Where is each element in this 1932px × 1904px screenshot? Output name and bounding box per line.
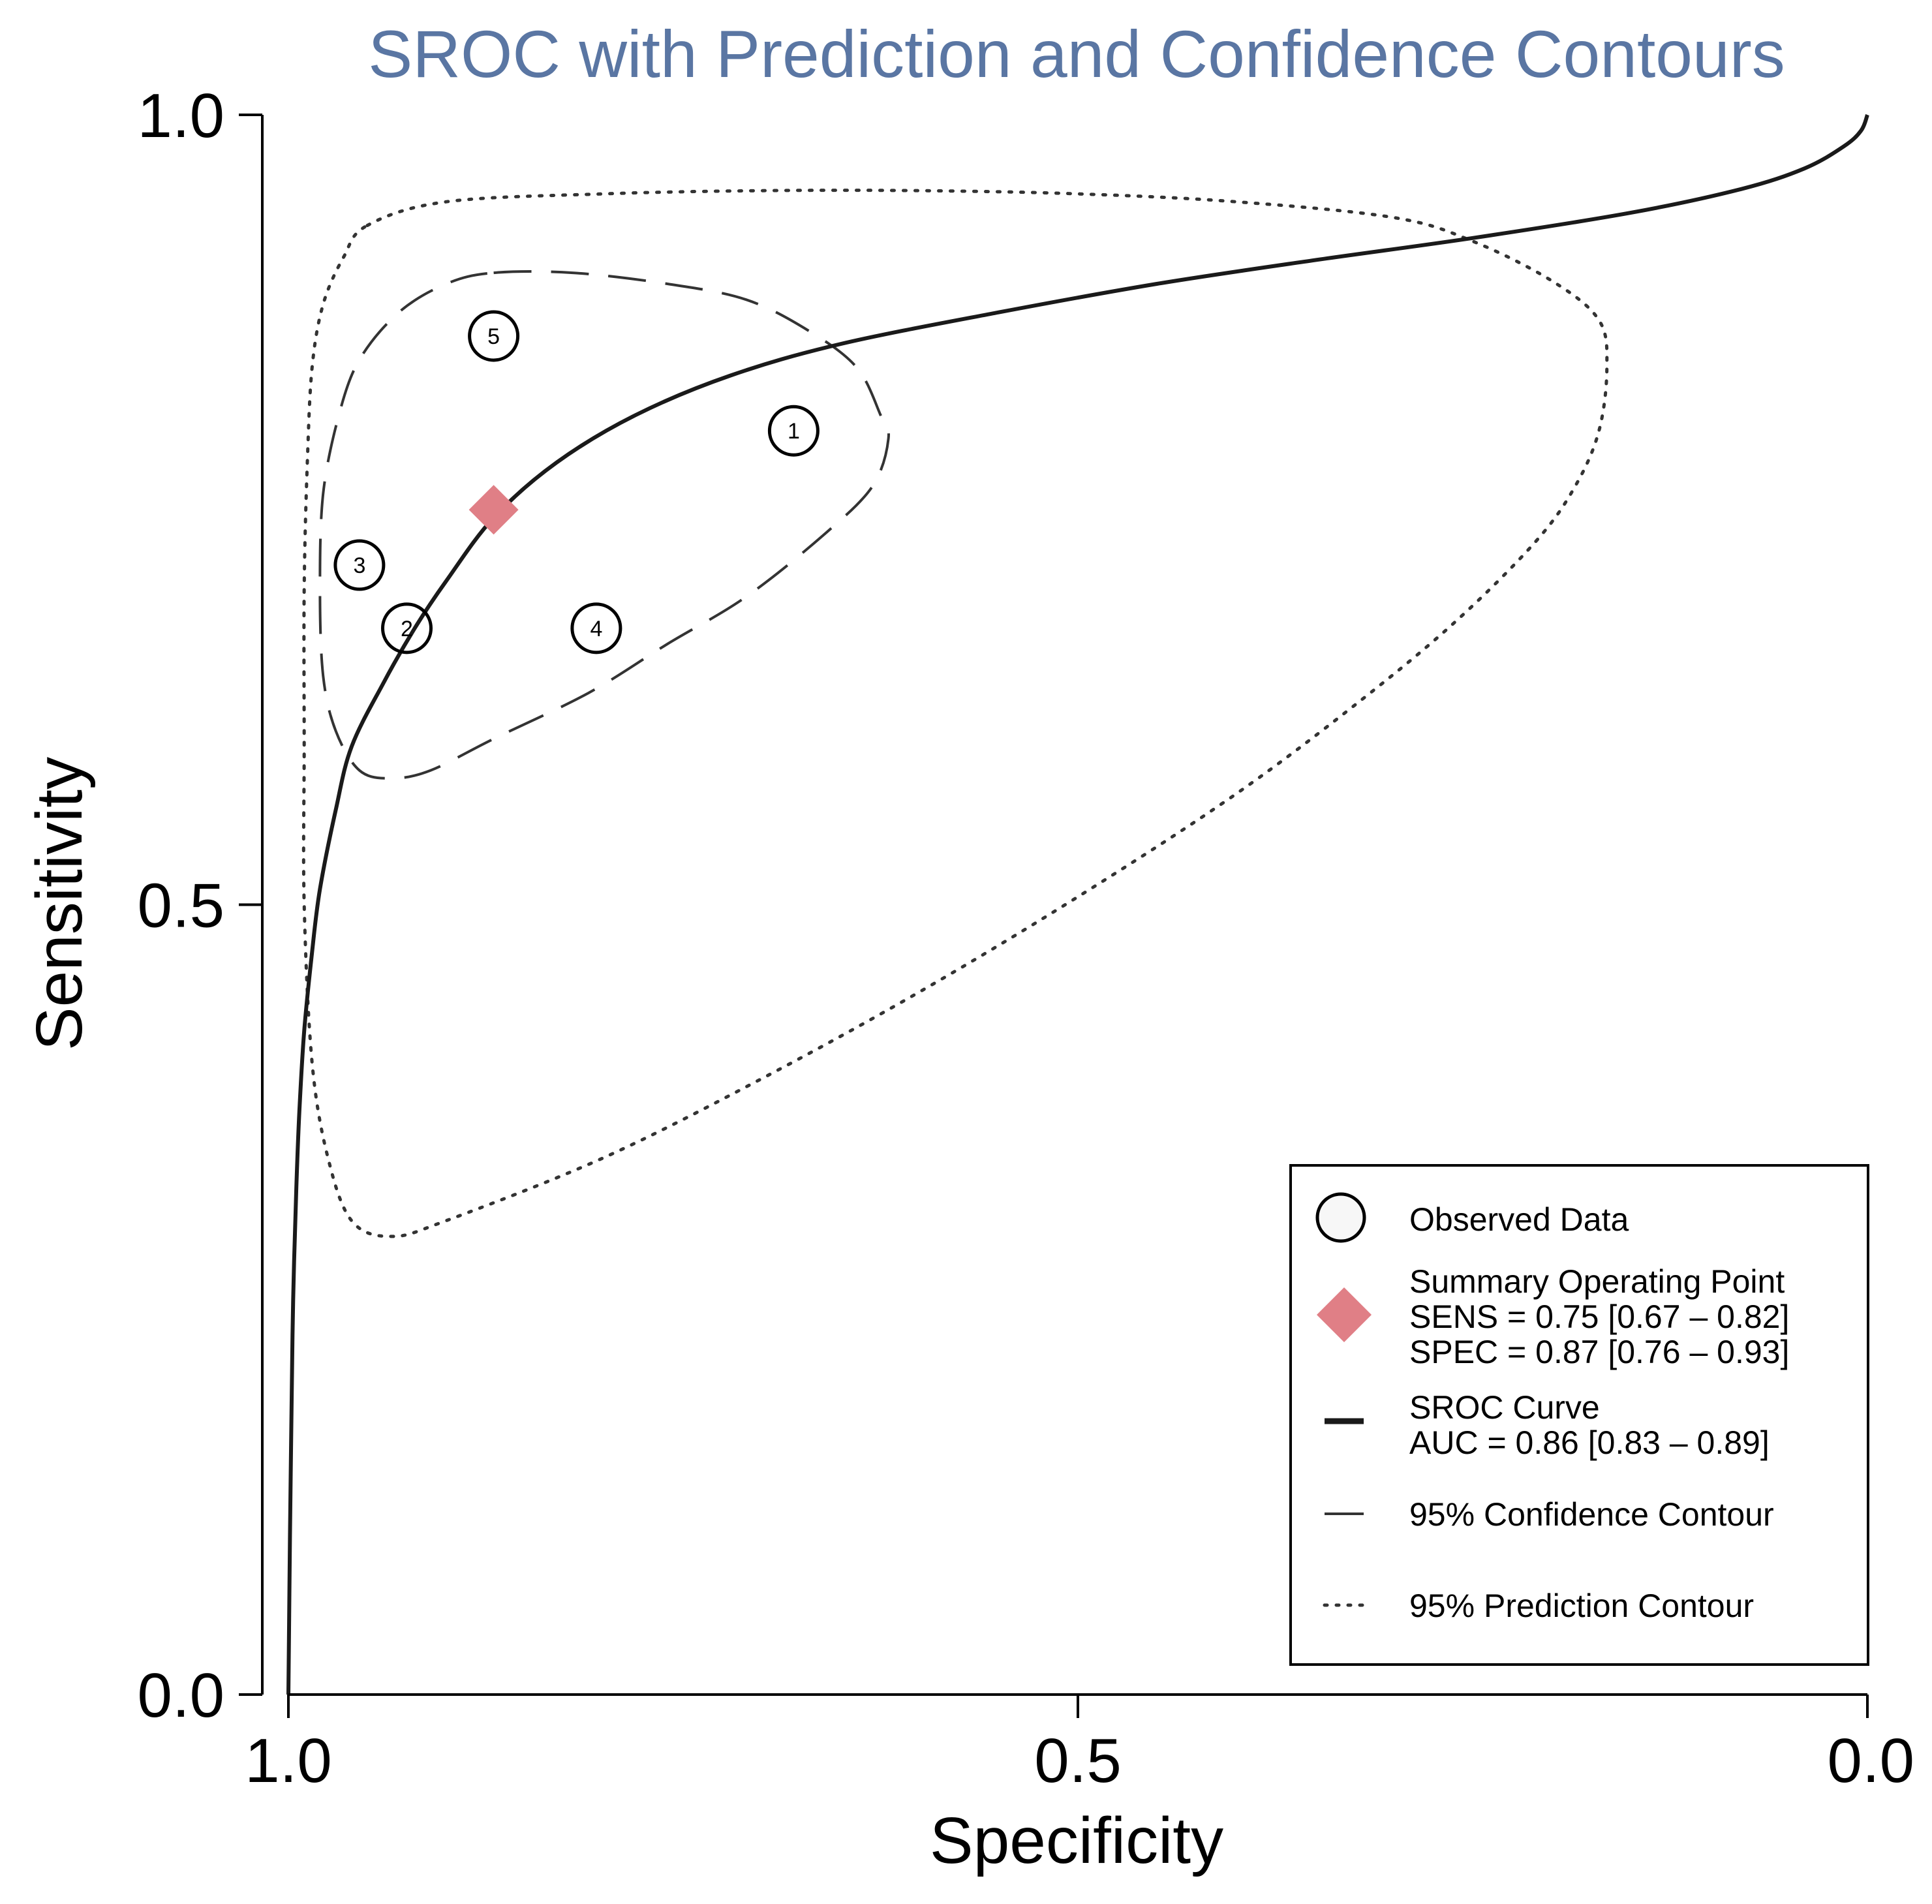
summary-operating-point bbox=[468, 485, 519, 535]
y-axis-label: Sensitivity bbox=[23, 757, 96, 1051]
observed-point-label: 5 bbox=[487, 324, 500, 349]
legend-summary-marker bbox=[1317, 1287, 1372, 1342]
observed-point-marker bbox=[468, 310, 520, 362]
observed-point-label: 2 bbox=[401, 617, 413, 641]
confidence-contour bbox=[318, 270, 890, 780]
legend-summary-sens: SENS = 0.75 [0.67 – 0.82] bbox=[1409, 1298, 1789, 1335]
legend-box bbox=[1289, 1164, 1869, 1666]
legend-sroc-title: SROC Curve bbox=[1409, 1389, 1600, 1426]
observed-point-2: 2 bbox=[381, 602, 433, 654]
y-axis: 0.0 0.5 1.0 Sensitivity bbox=[23, 81, 264, 1730]
y-tick-label: 0.5 bbox=[138, 871, 224, 941]
x-tick-label: 0.5 bbox=[1034, 1726, 1121, 1796]
observed-point-label: 3 bbox=[353, 553, 365, 578]
y-tick-label: 0.0 bbox=[138, 1661, 224, 1730]
x-tick-label: 1.0 bbox=[245, 1726, 331, 1796]
legend: Observed Data Summary Operating Point SE… bbox=[1289, 1164, 1869, 1666]
observed-point-label: 4 bbox=[590, 617, 602, 641]
plot-area: 1 2 3 4 5 bbox=[286, 114, 1869, 1695]
observed-point-marker bbox=[767, 405, 820, 457]
observed-point-4: 4 bbox=[570, 602, 622, 654]
legend-summary-spec: SPEC = 0.87 [0.76 – 0.93] bbox=[1409, 1334, 1789, 1370]
prediction-contour bbox=[301, 189, 1609, 1238]
observed-points: 1 2 3 4 5 bbox=[333, 310, 820, 654]
y-ticks: 0.0 0.5 1.0 bbox=[138, 81, 262, 1730]
observed-point-marker bbox=[570, 602, 622, 654]
observed-point-1: 1 bbox=[767, 405, 820, 457]
legend-sroc-auc: AUC = 0.86 [0.83 – 0.89] bbox=[1409, 1424, 1770, 1461]
legend-observed-marker bbox=[1315, 1192, 1366, 1243]
legend-summary-title: Summary Operating Point bbox=[1409, 1263, 1785, 1300]
chart-title: SROC with Prediction and Confidence Cont… bbox=[368, 17, 1785, 91]
y-tick-label: 1.0 bbox=[138, 81, 224, 151]
legend-confidence-label: 95% Confidence Contour bbox=[1409, 1496, 1774, 1533]
x-axis: 1.0 0.5 0.0 Specificity bbox=[245, 1693, 1914, 1877]
observed-point-label: 1 bbox=[788, 419, 800, 444]
observed-point-5: 5 bbox=[468, 310, 520, 362]
observed-point-marker bbox=[333, 539, 386, 591]
legend-prediction-label: 95% Prediction Contour bbox=[1409, 1588, 1754, 1624]
x-ticks: 1.0 0.5 0.0 bbox=[245, 1695, 1914, 1796]
observed-point-marker bbox=[381, 602, 433, 654]
observed-point-3: 3 bbox=[333, 539, 386, 591]
x-axis-label: Specificity bbox=[930, 1804, 1223, 1877]
legend-observed-label: Observed Data bbox=[1409, 1201, 1629, 1238]
x-tick-label: 0.0 bbox=[1828, 1726, 1914, 1796]
